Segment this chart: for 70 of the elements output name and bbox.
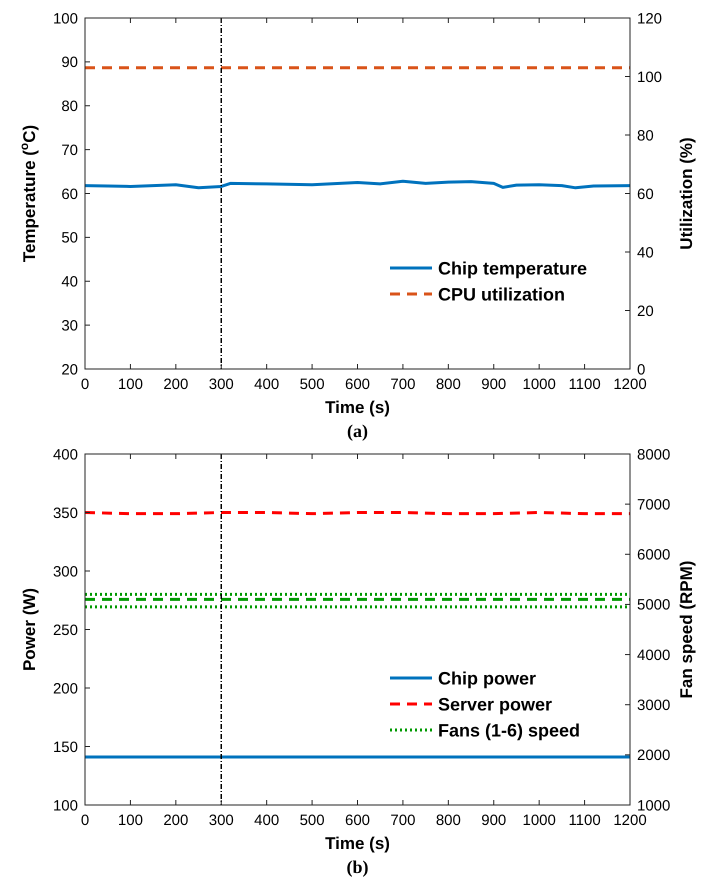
y2-tick-label: 3000 — [637, 696, 670, 714]
x-axis-title: Time (s) — [325, 834, 390, 853]
line-series — [84, 180, 632, 190]
x-tick-label: 100 — [118, 812, 143, 829]
y2-tick-label: 60 — [637, 186, 654, 203]
x-axis-title: Time (s) — [325, 398, 390, 417]
y-tick-label: 200 — [52, 680, 78, 698]
y2-tick-label: 120 — [637, 10, 662, 28]
y2-tick-label: 1000 — [637, 797, 670, 814]
x-tick-label: 300 — [208, 376, 234, 393]
x-tick-label: 400 — [254, 812, 280, 829]
x-tick-label: 1200 — [613, 376, 647, 393]
x-tick-label: 100 — [118, 376, 143, 393]
x-tick-label: 1200 — [613, 812, 647, 829]
x-tick-label: 600 — [344, 812, 370, 829]
y-tick-label: 50 — [61, 230, 78, 247]
x-tick-label: 400 — [254, 376, 280, 393]
legend-label: Chip temperature — [438, 258, 588, 278]
legend-label: Fans (1-6) speed — [438, 720, 580, 740]
x-tick-label: 800 — [436, 812, 461, 829]
y2-tick-label: 6000 — [637, 546, 670, 564]
x-tick-label: 0 — [80, 812, 90, 829]
x-tick-label: 700 — [390, 812, 416, 829]
x-tick-label: 500 — [300, 812, 325, 829]
x-tick-label: 200 — [163, 812, 188, 829]
y-tick-label: 150 — [52, 738, 78, 756]
x-tick-label: 800 — [436, 376, 461, 393]
y2-axis-title: Fan speed (RPM) — [677, 560, 696, 698]
text: (b) — [346, 857, 369, 877]
x-tick-label: 900 — [481, 812, 506, 829]
x-tick-label: 900 — [481, 376, 506, 393]
y-tick-label: 300 — [52, 563, 78, 580]
y2-tick-label: 100 — [637, 68, 662, 86]
y-tick-label: 350 — [52, 504, 78, 522]
y2-tick-label: 80 — [637, 127, 654, 144]
x-tick-label: 1000 — [522, 812, 556, 829]
y2-tick-label: 0 — [637, 361, 646, 378]
y-tick-label: 20 — [61, 361, 78, 378]
y-tick-label: 60 — [61, 186, 78, 203]
y2-axis-title: Utilization (%) — [677, 137, 696, 250]
y-tick-label: 90 — [61, 54, 78, 72]
x-tick-label: 1100 — [568, 812, 601, 829]
legend-label: Server power — [438, 694, 552, 714]
x-tick-label: 1000 — [522, 376, 556, 393]
legend-label: Chip power — [438, 668, 536, 688]
y2-tick-label: 5000 — [637, 596, 670, 614]
y2-tick-label: 4000 — [637, 646, 670, 664]
y-axis-title: Power (W) — [20, 588, 39, 672]
y2-tick-label: 2000 — [637, 747, 670, 764]
text: (a) — [347, 421, 368, 441]
x-tick-label: 300 — [208, 812, 234, 829]
y2-tick-label: 40 — [637, 244, 654, 262]
y-tick-label: 250 — [52, 622, 78, 639]
y-tick-label: 40 — [61, 274, 78, 290]
legend-label: CPU utilization — [438, 284, 565, 304]
y-tick-label: 100 — [52, 10, 78, 28]
y-tick-label: 30 — [61, 317, 78, 334]
y-tick-label: 80 — [61, 98, 78, 115]
y-tick-label: 70 — [61, 142, 78, 159]
x-tick-label: 600 — [344, 376, 370, 393]
x-tick-label: 0 — [80, 376, 90, 393]
x-tick-label: 500 — [300, 376, 325, 393]
y2-tick-label: 20 — [637, 302, 654, 320]
y-tick-label: 100 — [52, 797, 78, 814]
y2-tick-label: 7000 — [637, 496, 670, 514]
y-tick-label: 400 — [52, 446, 78, 464]
y2-tick-label: 8000 — [637, 446, 670, 464]
x-tick-label: 700 — [390, 376, 416, 393]
x-tick-label: 200 — [163, 376, 188, 393]
x-tick-label: 1100 — [568, 376, 601, 393]
